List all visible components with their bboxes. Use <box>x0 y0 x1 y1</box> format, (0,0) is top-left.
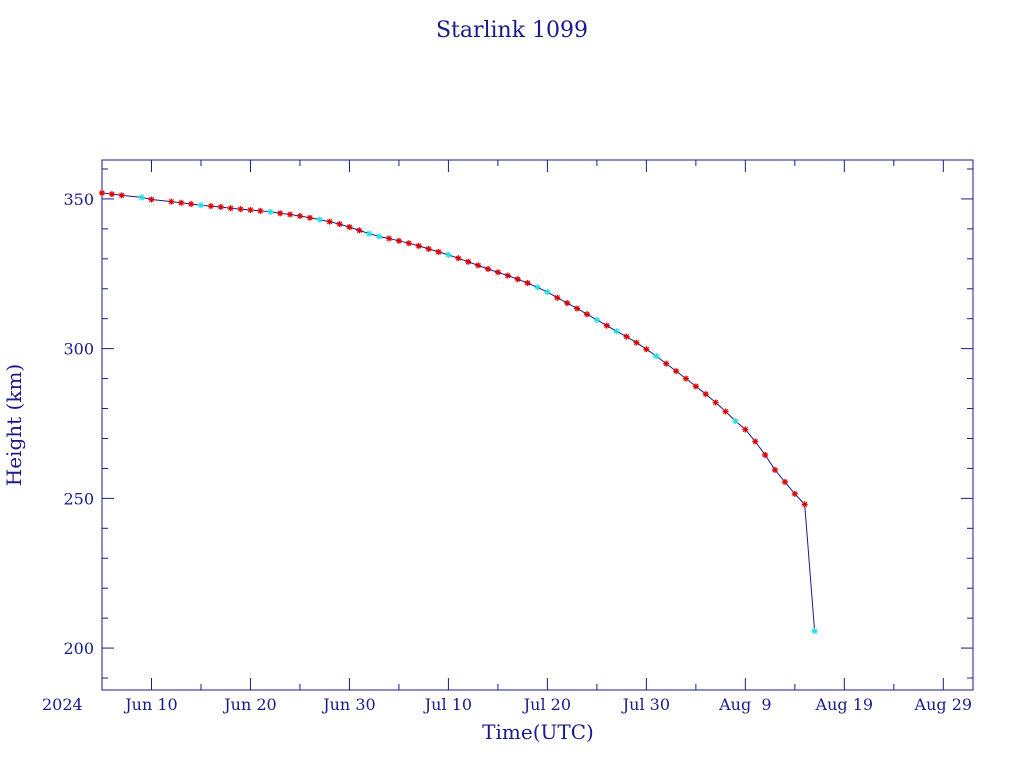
data-point <box>742 426 749 433</box>
data-point <box>356 227 363 234</box>
data-point <box>217 204 224 211</box>
data-point <box>267 208 274 215</box>
data-point <box>702 391 709 398</box>
y-tick-label: 200 <box>63 639 94 658</box>
data-point <box>781 478 788 485</box>
data-point <box>583 311 590 318</box>
data-point <box>455 255 462 262</box>
data-point <box>732 418 739 425</box>
data-point <box>712 399 719 406</box>
y-axis: 200 250 300 350 <box>63 168 973 679</box>
x-tick-label: Jul 20 <box>522 695 571 714</box>
y-tick-label: 250 <box>63 489 94 508</box>
x-axis-year-label: 2024 <box>42 695 83 714</box>
x-tick-label: Aug 19 <box>815 695 874 714</box>
data-point <box>791 490 798 497</box>
data-point <box>287 211 294 218</box>
data-point <box>148 196 155 203</box>
data-point <box>326 218 333 225</box>
data-point <box>336 221 343 228</box>
data-point <box>613 328 620 335</box>
data-point <box>247 207 254 214</box>
x-tick-label: Jun 20 <box>222 695 276 714</box>
data-point <box>682 375 689 382</box>
plot-frame <box>101 159 974 691</box>
x-tick-label: Jul 30 <box>621 695 670 714</box>
data-point <box>168 198 175 205</box>
data-point <box>316 216 323 223</box>
data-point <box>603 322 610 329</box>
x-tick-label: Jun 10 <box>123 695 177 714</box>
data-point <box>663 360 670 367</box>
data-point <box>445 251 452 258</box>
data-point <box>108 191 115 198</box>
data-point <box>138 194 145 201</box>
x-tick-label: Aug 9 <box>718 695 771 714</box>
data-point <box>425 245 432 252</box>
data-point <box>692 383 699 390</box>
y-tick-label: 300 <box>63 340 94 359</box>
data-point <box>296 212 303 219</box>
data-point <box>811 628 818 635</box>
data-point <box>346 224 353 231</box>
data-point <box>801 501 808 508</box>
data-point <box>673 368 680 375</box>
data-point <box>188 201 195 208</box>
data-point <box>762 451 769 458</box>
data-point <box>574 305 581 312</box>
data-point <box>395 237 402 244</box>
data-point <box>227 205 234 212</box>
chart-title: Starlink 1099 <box>436 18 588 43</box>
data-point <box>197 202 204 209</box>
data-point <box>593 316 600 323</box>
data-point <box>722 408 729 415</box>
data-point <box>257 207 264 214</box>
data-point <box>633 339 640 346</box>
y-tick-label: 350 <box>63 190 94 209</box>
data-point <box>306 214 313 221</box>
data-point <box>504 272 511 279</box>
data-point <box>207 203 214 210</box>
x-tick-label: Jul 10 <box>423 695 472 714</box>
series-layer <box>99 189 818 635</box>
x-axis: Jun 10 Jun 20 Jun 30 Jul 10 Jul 20 Jul 30 Aug … <box>101 160 973 714</box>
data-point <box>534 284 541 291</box>
data-point <box>752 438 759 445</box>
data-point <box>415 242 422 249</box>
data-point <box>475 262 482 269</box>
data-point <box>643 346 650 353</box>
data-point <box>494 269 501 276</box>
data-point <box>405 240 412 247</box>
x-axis-title: Time(UTC) <box>482 720 594 744</box>
data-point <box>514 276 521 283</box>
data-point <box>564 300 571 307</box>
data-point <box>653 353 660 360</box>
x-tick-label: Aug 29 <box>914 695 973 714</box>
data-point <box>277 210 284 217</box>
data-point <box>623 333 630 340</box>
data-point <box>178 199 185 206</box>
data-point <box>485 265 492 272</box>
data-point <box>376 233 383 240</box>
y-axis-title: Height (km) <box>2 364 26 486</box>
x-tick-label: Jun 30 <box>321 695 375 714</box>
data-point <box>386 235 393 242</box>
data-point <box>465 258 472 265</box>
data-point <box>118 192 125 199</box>
data-point <box>435 248 442 255</box>
data-point <box>554 294 561 301</box>
data-point <box>544 289 551 296</box>
data-point <box>366 230 373 237</box>
data-point <box>772 466 779 473</box>
data-point <box>524 280 531 287</box>
data-point <box>237 206 244 213</box>
data-point <box>99 189 105 196</box>
